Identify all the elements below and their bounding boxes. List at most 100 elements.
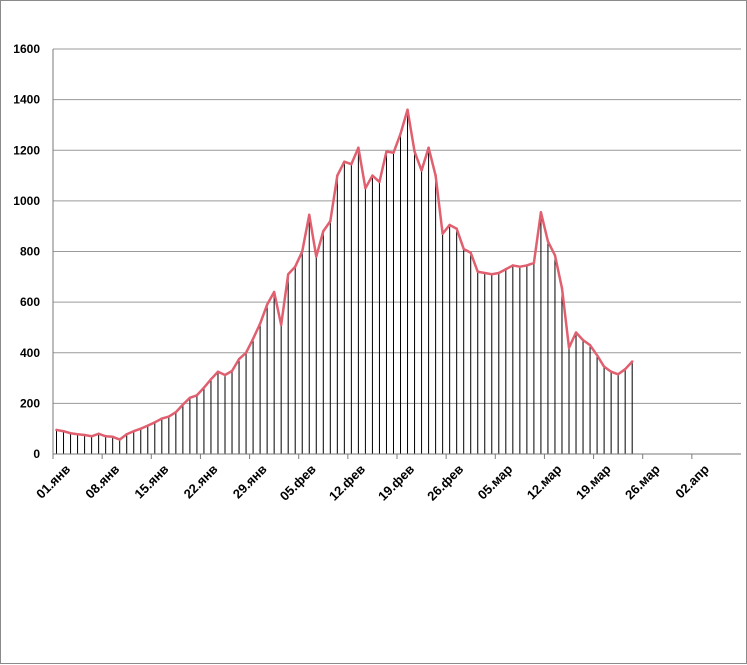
data-point <box>272 290 276 294</box>
x-tick-label: 15.янв <box>131 462 171 502</box>
x-tick-label: 01.янв <box>33 462 73 502</box>
data-point <box>301 250 304 253</box>
data-point <box>371 174 374 177</box>
data-point <box>539 211 543 214</box>
data-point <box>286 273 290 276</box>
data-point <box>125 433 128 436</box>
x-tick-label: 02.апр <box>672 461 712 501</box>
data-point <box>434 174 437 177</box>
data-point <box>497 271 500 275</box>
data-point <box>420 169 423 172</box>
x-tick-label: 29.янв <box>230 462 270 502</box>
data-point <box>160 417 164 420</box>
y-tick-label: 600 <box>20 295 40 309</box>
data-point <box>294 265 297 268</box>
data-point <box>602 365 606 368</box>
data-point <box>532 261 536 265</box>
x-tick-label: 12.фев <box>326 462 368 504</box>
data-point <box>476 270 479 273</box>
y-tick-label: 1600 <box>13 42 40 56</box>
x-tick-label: 26.мар <box>622 461 663 502</box>
data-point <box>504 268 508 271</box>
data-point <box>132 430 135 433</box>
data-point <box>518 265 522 268</box>
data-point <box>195 394 199 397</box>
data-point <box>315 255 318 258</box>
data-point <box>336 174 339 177</box>
gridlines <box>53 48 741 404</box>
data-point <box>139 427 142 430</box>
data-point <box>251 337 255 341</box>
data-point <box>399 132 402 135</box>
x-tick-label: 05.мар <box>475 461 516 502</box>
data-point <box>392 151 395 154</box>
data-point <box>174 411 178 414</box>
data-point <box>595 354 599 357</box>
data-point <box>553 254 557 257</box>
data-point <box>511 264 515 267</box>
data-point <box>69 432 72 435</box>
data-point <box>406 108 409 111</box>
x-tick-label: 26.фев <box>424 462 466 504</box>
data-point <box>104 435 107 438</box>
data-point <box>308 213 311 216</box>
data-point <box>237 357 241 361</box>
data-point <box>413 150 416 153</box>
data-point <box>609 370 613 373</box>
x-tick-label: 19.фев <box>375 462 417 504</box>
data-point <box>258 322 262 325</box>
data-point <box>630 360 634 363</box>
series-layer <box>55 108 634 441</box>
data-point <box>483 271 486 275</box>
data-point <box>455 227 458 230</box>
data-point <box>167 415 171 418</box>
data-point <box>385 150 388 153</box>
data-point <box>202 386 206 389</box>
axes <box>52 49 741 459</box>
data-point <box>378 180 381 184</box>
data-point <box>525 264 529 267</box>
data-point <box>616 373 620 376</box>
data-point <box>623 368 627 371</box>
x-tick-label: 19.мар <box>573 461 614 502</box>
data-point <box>350 162 353 166</box>
data-point <box>230 369 234 373</box>
data-point <box>574 331 578 334</box>
y-tick-label: 800 <box>20 245 40 259</box>
data-point <box>97 432 100 435</box>
data-point <box>188 396 192 400</box>
y-tick-label: 1000 <box>13 194 40 208</box>
data-point <box>62 430 65 433</box>
data-point <box>244 351 248 354</box>
data-point <box>146 424 149 427</box>
data-point <box>581 338 585 342</box>
data-point <box>357 146 360 149</box>
data-point <box>55 428 58 432</box>
y-tick-label: 400 <box>20 346 40 360</box>
data-point <box>216 370 220 373</box>
y-axis-labels: 0 200 400 600 800 1000 1200 1400 1600 <box>13 42 40 461</box>
data-point <box>560 287 564 290</box>
x-tick-label: 22.янв <box>181 462 221 502</box>
data-point <box>76 433 79 436</box>
y-tick-label: 200 <box>20 396 40 410</box>
data-point <box>567 346 571 349</box>
x-tick-label: 05.фев <box>277 462 319 504</box>
data-point <box>90 435 93 438</box>
data-point <box>329 219 332 223</box>
x-axis-labels: 01.янв 08.янв 15.янв 22.янв 29.янв 05.фев 12.ф… <box>33 461 712 503</box>
data-point <box>490 273 493 276</box>
data-point <box>441 232 444 235</box>
data-point <box>153 421 156 424</box>
data-point <box>83 433 86 437</box>
data-point <box>364 187 367 190</box>
data-point <box>118 438 121 441</box>
data-point <box>181 403 185 406</box>
data-point <box>462 247 465 251</box>
data-point <box>322 230 325 233</box>
data-point <box>469 251 472 254</box>
data-point <box>546 240 550 243</box>
data-point <box>223 373 227 377</box>
